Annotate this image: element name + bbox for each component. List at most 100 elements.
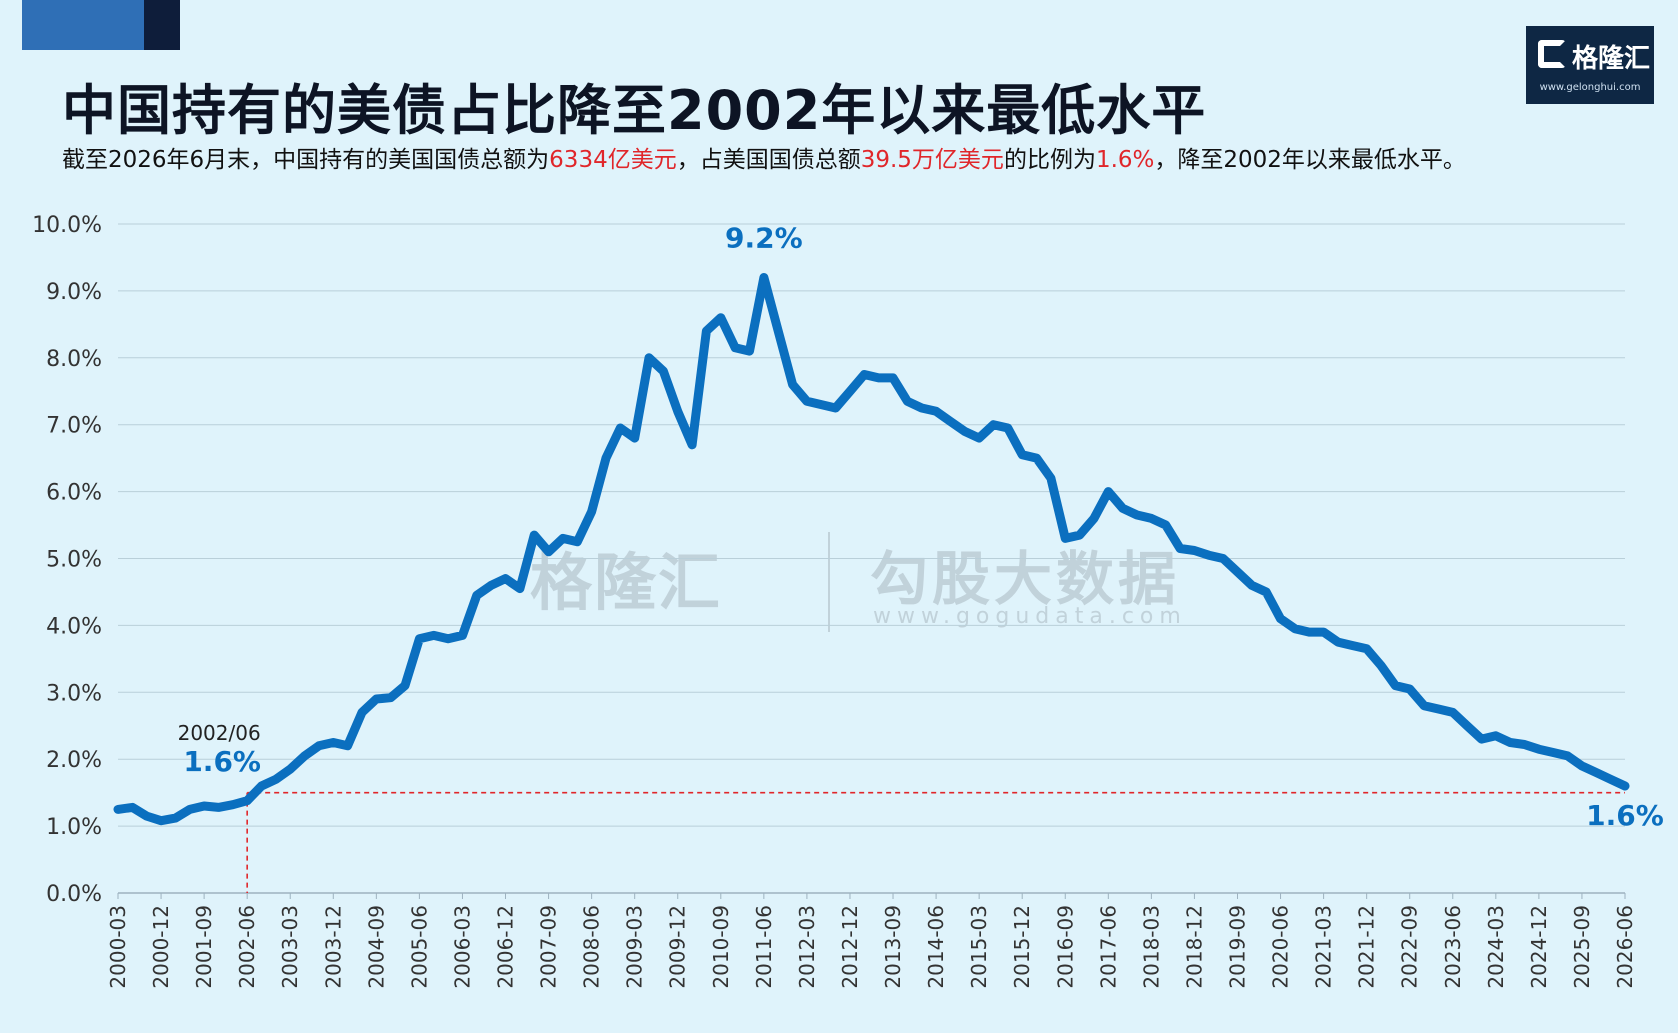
y-tick-label: 5.0% — [46, 548, 102, 573]
y-tick-label: 0.0% — [46, 882, 102, 907]
data-point — [246, 799, 248, 802]
data-point — [1581, 765, 1583, 767]
x-tick-label: 2001-09 — [192, 905, 216, 989]
data-point — [375, 698, 378, 700]
data-point — [1452, 711, 1454, 714]
data-point — [232, 803, 234, 806]
data-point — [1236, 571, 1239, 573]
data-point — [1179, 547, 1181, 550]
data-point — [1279, 617, 1282, 620]
data-point — [1222, 557, 1224, 560]
data-point — [1437, 708, 1440, 710]
data-point — [504, 577, 507, 580]
subtitle-text: ，占美国国债总额 — [676, 147, 861, 173]
data-point — [131, 806, 134, 809]
subtitle-text: 的比例为 — [1003, 147, 1096, 173]
page-subtitle: 截至2026年6月末，中国持有的美国国债总额为6334亿美元，占美国国债总额39… — [62, 140, 1466, 174]
x-tick-label: 2012-12 — [838, 905, 862, 989]
y-tick-label: 8.0% — [46, 347, 102, 372]
x-tick-label: 2016-09 — [1053, 905, 1077, 989]
x-tick-label: 2008-06 — [580, 905, 604, 989]
data-point — [1164, 524, 1167, 526]
data-point — [1150, 517, 1153, 520]
data-point — [964, 430, 966, 433]
data-point — [533, 534, 535, 536]
x-tick-label: 2006-03 — [450, 905, 474, 989]
data-point — [1007, 427, 1009, 429]
data-point — [1093, 517, 1095, 520]
data-point — [318, 745, 320, 747]
annotation-value-label: 1.6% — [1586, 799, 1664, 832]
data-point — [949, 420, 952, 423]
header-accent-bar — [22, 0, 144, 50]
brand-logo: 格隆汇 www.gelonghui.com — [1526, 26, 1654, 104]
x-tick-label: 2013-09 — [881, 905, 905, 989]
y-tick-label: 6.0% — [46, 481, 102, 506]
subtitle-text: 截至2026年6月末，中国持有的美国国债总额为 — [62, 147, 550, 173]
data-point — [1609, 778, 1612, 781]
data-point — [1136, 514, 1138, 516]
data-point — [476, 594, 478, 597]
data-point — [992, 423, 995, 426]
data-point — [433, 634, 435, 637]
data-point — [820, 403, 823, 406]
data-point — [1337, 641, 1339, 643]
data-point — [519, 587, 521, 590]
data-point — [189, 808, 191, 811]
data-point — [1322, 631, 1325, 633]
data-point — [1509, 741, 1511, 744]
data-point — [892, 377, 894, 379]
data-point — [720, 316, 722, 319]
data-point — [303, 755, 306, 757]
data-point — [849, 390, 851, 393]
data-point — [906, 400, 909, 403]
data-point — [461, 634, 464, 637]
data-point — [777, 330, 779, 332]
x-tick-label: 2017-06 — [1096, 905, 1120, 989]
watermark-url: www.gogudata.com — [873, 604, 1187, 629]
data-point — [1423, 704, 1425, 707]
data-point — [1566, 755, 1569, 757]
data-point — [275, 778, 277, 781]
x-tick-label: 2021-03 — [1312, 905, 1336, 989]
data-point — [447, 638, 449, 640]
data-point — [361, 711, 363, 714]
x-tick-label: 2011-06 — [752, 905, 776, 989]
data-point — [648, 357, 650, 359]
data-point — [1394, 684, 1397, 687]
brand-logo-text: 格隆汇 — [1572, 44, 1651, 74]
data-point — [1351, 644, 1354, 647]
x-tick-label: 2018-12 — [1182, 905, 1206, 989]
series-line — [113, 273, 1630, 826]
data-point — [763, 276, 765, 279]
data-point — [935, 410, 937, 413]
x-tick-label: 2022-09 — [1398, 905, 1422, 989]
x-tick-label: 2018-03 — [1139, 905, 1163, 989]
data-point — [920, 407, 923, 409]
data-point — [1308, 631, 1310, 633]
data-point — [705, 330, 708, 332]
data-point — [1107, 490, 1110, 493]
x-tick-label: 2023-06 — [1441, 905, 1465, 989]
data-point — [174, 817, 177, 819]
data-point — [289, 768, 292, 770]
y-tick-label: 10.0% — [32, 213, 102, 238]
data-point — [662, 370, 665, 373]
data-point — [1121, 507, 1124, 510]
x-tick-label: 2021-12 — [1355, 905, 1379, 989]
data-point — [217, 806, 220, 809]
data-point — [1408, 688, 1411, 690]
data-point — [1480, 738, 1483, 740]
subtitle-highlight: 6334亿美元 — [549, 147, 677, 173]
data-point — [1495, 735, 1497, 737]
x-tick-label: 2007-09 — [537, 905, 561, 989]
data-point — [1595, 771, 1598, 774]
data-point — [1552, 751, 1554, 754]
x-tick-label: 2015-03 — [967, 905, 991, 989]
data-point — [117, 808, 119, 811]
x-tick-label: 2003-03 — [278, 905, 302, 989]
data-point — [160, 819, 162, 822]
data-point — [863, 373, 866, 376]
x-tick-label: 2025-09 — [1570, 905, 1594, 989]
x-tick-label: 2026-06 — [1613, 905, 1637, 989]
